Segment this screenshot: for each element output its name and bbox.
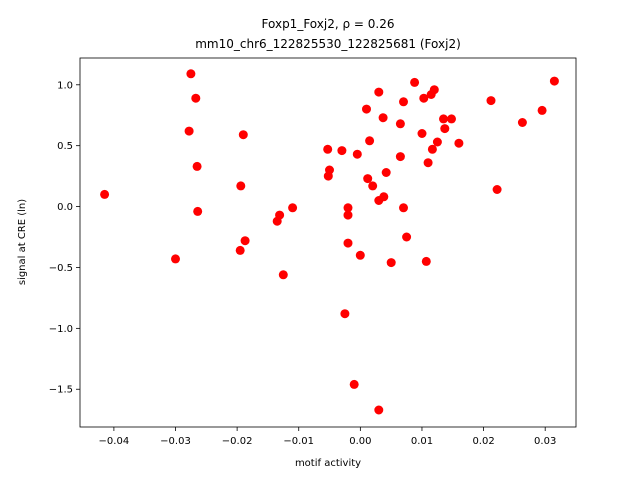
data-point-44 bbox=[419, 93, 429, 103]
x-tick-label: −0.03 bbox=[160, 436, 191, 447]
data-point-23 bbox=[349, 379, 359, 389]
data-point-45 bbox=[421, 256, 431, 266]
chart-title-line2: mm10_chr6_122825530_122825681 (Foxj2) bbox=[195, 37, 461, 51]
data-point-42 bbox=[410, 77, 420, 87]
data-point-39 bbox=[399, 97, 408, 107]
points-layer bbox=[100, 69, 559, 415]
data-point-27 bbox=[363, 174, 373, 184]
data-point-22 bbox=[343, 238, 353, 248]
data-point-34 bbox=[379, 192, 389, 202]
data-point-12 bbox=[275, 210, 285, 220]
data-point-4 bbox=[191, 93, 201, 103]
data-point-20 bbox=[343, 203, 353, 213]
y-axis-label: signal at CRE (ln) bbox=[17, 199, 28, 285]
data-point-40 bbox=[399, 203, 408, 213]
data-point-56 bbox=[492, 185, 502, 194]
x-tick-label: −0.04 bbox=[99, 436, 130, 447]
data-point-17 bbox=[325, 165, 334, 175]
data-point-13 bbox=[278, 270, 288, 280]
data-point-53 bbox=[447, 114, 456, 124]
data-point-6 bbox=[193, 206, 203, 216]
y-axis: 1.0 0.5 0.0 −0.5 −1.0 −1.5 bbox=[49, 80, 80, 396]
data-point-8 bbox=[236, 181, 246, 191]
data-point-35 bbox=[381, 168, 391, 177]
data-point-59 bbox=[549, 76, 559, 86]
data-point-32 bbox=[374, 405, 384, 415]
x-tick-label: 0.03 bbox=[534, 436, 556, 447]
y-tick-label: 0.0 bbox=[57, 202, 73, 213]
y-tick-label: 1.0 bbox=[57, 80, 73, 91]
data-point-14 bbox=[288, 203, 298, 213]
data-point-10 bbox=[240, 236, 250, 246]
data-point-18 bbox=[337, 146, 347, 156]
data-point-57 bbox=[517, 118, 527, 127]
data-point-58 bbox=[537, 105, 547, 115]
data-point-26 bbox=[362, 104, 371, 114]
y-tick-label: 0.5 bbox=[57, 141, 73, 152]
y-tick-label: −1.5 bbox=[49, 385, 73, 396]
data-point-0 bbox=[100, 189, 110, 199]
data-point-3 bbox=[186, 69, 196, 79]
x-tick-label: 0.02 bbox=[472, 436, 494, 447]
data-point-15 bbox=[323, 144, 333, 154]
data-point-41 bbox=[402, 232, 412, 242]
x-axis-label: motif activity bbox=[295, 458, 361, 469]
data-point-7 bbox=[235, 245, 245, 255]
data-point-43 bbox=[417, 129, 427, 138]
x-tick-label: −0.01 bbox=[283, 436, 314, 447]
data-point-51 bbox=[439, 114, 448, 124]
data-point-1 bbox=[171, 254, 180, 264]
x-tick-label: −0.02 bbox=[222, 436, 253, 447]
chart-title-line1: Foxp1_Foxj2, ρ = 0.26 bbox=[262, 17, 395, 31]
data-point-2 bbox=[184, 126, 194, 136]
data-point-9 bbox=[238, 130, 248, 140]
data-point-52 bbox=[440, 124, 450, 134]
data-point-28 bbox=[365, 136, 375, 146]
data-point-37 bbox=[395, 119, 405, 129]
data-point-49 bbox=[429, 85, 439, 95]
plot-frame bbox=[79, 57, 577, 428]
y-tick-label: −1.0 bbox=[49, 324, 73, 335]
data-point-25 bbox=[355, 250, 365, 260]
data-point-54 bbox=[454, 138, 464, 148]
data-point-46 bbox=[423, 158, 433, 168]
data-point-5 bbox=[192, 161, 202, 171]
data-point-50 bbox=[432, 137, 442, 147]
x-axis: −0.04 −0.03 −0.02 −0.01 0.00 0.01 0.02 0.03 bbox=[99, 427, 556, 447]
data-point-24 bbox=[352, 149, 362, 159]
y-tick-label: −0.5 bbox=[49, 263, 73, 274]
data-point-36 bbox=[386, 258, 396, 268]
data-point-48 bbox=[427, 144, 437, 154]
x-tick-label: 0.01 bbox=[411, 436, 433, 447]
data-point-19 bbox=[340, 309, 350, 319]
data-point-33 bbox=[378, 113, 388, 123]
data-point-21 bbox=[343, 210, 353, 220]
x-tick-label: 0.00 bbox=[349, 436, 371, 447]
data-point-30 bbox=[374, 87, 384, 97]
data-point-38 bbox=[395, 152, 405, 162]
data-point-29 bbox=[368, 181, 378, 191]
data-point-55 bbox=[486, 96, 496, 106]
